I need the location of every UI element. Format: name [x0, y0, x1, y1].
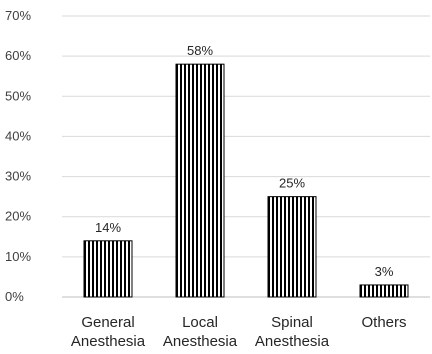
x-axis: General Anesthesia Local Anesthesia Spinal An… [71, 314, 407, 350]
category-label-line: Local [182, 314, 218, 331]
y-tick-label: 40% [5, 128, 31, 143]
category-label: Others [361, 314, 406, 331]
category-label: Spinal Anesthesia [255, 314, 330, 350]
bars [83, 63, 409, 298]
data-label: 58% [187, 43, 213, 58]
category-label-line: Spinal [271, 314, 313, 331]
category-label: General Anesthesia [71, 314, 146, 350]
category-label: Local Anesthesia [163, 314, 238, 350]
bar [267, 196, 317, 298]
y-tick-label: 50% [5, 88, 31, 103]
y-tick-label: 70% [5, 8, 31, 23]
bar [175, 63, 225, 298]
category-label-line: General [81, 314, 134, 331]
data-label: 25% [279, 176, 305, 191]
y-tick-label: 60% [5, 48, 31, 63]
category-label-line: Anesthesia [71, 333, 146, 350]
y-axis: 0% 10% 20% 30% 40% 50% 60% 70% [5, 8, 31, 304]
category-label-line: Anesthesia [255, 333, 330, 350]
data-label: 3% [375, 264, 394, 279]
bar [359, 284, 409, 298]
y-tick-label: 0% [5, 289, 24, 304]
y-tick-label: 30% [5, 169, 31, 184]
data-labels: 14% 58% 25% 3% [95, 43, 394, 279]
data-label: 14% [95, 220, 121, 235]
category-label-line: Anesthesia [163, 333, 238, 350]
category-label-line: Others [361, 314, 406, 331]
bar [83, 240, 133, 298]
y-tick-label: 10% [5, 249, 31, 264]
y-tick-label: 20% [5, 209, 31, 224]
